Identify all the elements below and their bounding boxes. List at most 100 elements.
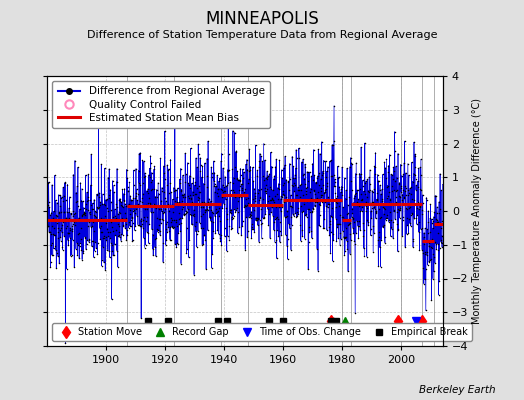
Point [247, 234, 256, 241]
Point [300, 176, 309, 182]
Point [377, 214, 385, 220]
Point [403, 187, 412, 193]
Point [369, 223, 378, 230]
Point [342, 224, 350, 231]
Point [369, 199, 377, 205]
Point [362, 194, 370, 200]
Point [386, 233, 395, 240]
Point [184, 254, 193, 260]
Point [221, 196, 230, 202]
Point [347, 160, 355, 166]
Point [303, 198, 311, 204]
Point [379, 201, 387, 208]
Point [163, 162, 171, 168]
Point [113, 221, 122, 227]
Point [218, 194, 226, 200]
Point [221, 233, 229, 240]
Point [302, 191, 310, 197]
Point [150, 236, 159, 243]
Point [219, 165, 227, 171]
Point [276, 203, 285, 209]
Point [426, 257, 434, 264]
Point [430, 209, 439, 216]
Point [82, 201, 91, 208]
Point [279, 165, 288, 171]
Point [431, 222, 439, 228]
Point [287, 192, 295, 198]
Point [384, 162, 392, 169]
Point [363, 217, 371, 223]
Point [375, 234, 383, 240]
Point [342, 196, 350, 202]
Point [70, 218, 79, 224]
Point [341, 235, 350, 241]
Point [346, 219, 354, 226]
Point [360, 253, 368, 259]
Point [343, 165, 351, 172]
Point [219, 182, 227, 188]
Point [386, 196, 395, 202]
Point [234, 209, 242, 216]
Point [281, 214, 289, 220]
Point [118, 218, 126, 224]
Point [91, 213, 99, 220]
Point [46, 264, 54, 270]
Point [184, 195, 193, 201]
Point [180, 211, 189, 217]
Point [119, 222, 128, 229]
Point [225, 236, 233, 243]
Point [193, 194, 202, 200]
Point [91, 239, 100, 245]
Point [136, 150, 144, 156]
Point [352, 170, 360, 177]
Point [155, 190, 163, 197]
Point [180, 211, 189, 217]
Point [337, 192, 346, 198]
Point [63, 230, 72, 236]
Point [239, 191, 248, 197]
Point [62, 266, 71, 272]
Point [124, 184, 132, 190]
Point [96, 229, 105, 236]
Point [168, 224, 176, 230]
Point [370, 163, 378, 170]
Point [121, 217, 129, 223]
Point [368, 199, 376, 205]
Point [232, 148, 240, 155]
Point [342, 234, 351, 240]
Point [217, 158, 225, 164]
Point [95, 203, 103, 210]
Point [126, 210, 134, 217]
Point [189, 175, 198, 182]
Point [163, 181, 172, 188]
Point [248, 202, 257, 209]
Point [399, 214, 407, 220]
Point [84, 197, 92, 204]
Point [114, 232, 123, 239]
Point [123, 232, 132, 239]
Point [179, 194, 188, 200]
Point [277, 167, 286, 173]
Point [198, 199, 206, 206]
Point [74, 215, 83, 221]
Point [431, 238, 440, 245]
Point [281, 153, 289, 160]
Point [154, 180, 162, 186]
Point [70, 211, 78, 217]
Point [357, 191, 366, 197]
Point [290, 180, 298, 186]
Point [238, 166, 247, 172]
Point [358, 208, 366, 214]
Point [418, 224, 426, 231]
Point [195, 189, 203, 195]
Point [438, 232, 446, 239]
Point [419, 265, 428, 271]
Point [50, 232, 58, 238]
Point [264, 172, 272, 179]
Point [61, 197, 70, 204]
Point [244, 180, 253, 186]
Point [240, 204, 248, 210]
Point [260, 185, 269, 192]
Point [394, 226, 402, 232]
Point [283, 256, 292, 262]
